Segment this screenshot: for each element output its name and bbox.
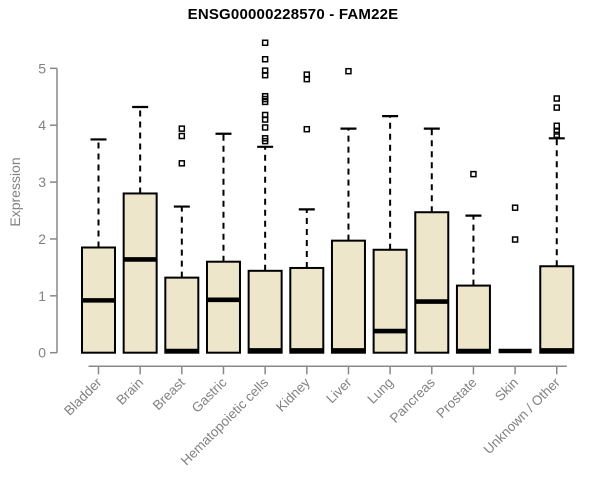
y-tick-label: 5 — [38, 60, 46, 76]
x-tick-label: Bladder — [61, 374, 105, 418]
x-tick-label: Skin — [492, 375, 521, 404]
box-rect — [164, 276, 200, 354]
outlier-point — [178, 132, 186, 140]
box-group — [122, 105, 158, 354]
x-tick-label: Liver — [323, 374, 355, 406]
outlier-point — [261, 39, 269, 47]
outlier-point — [470, 170, 477, 178]
box-group — [81, 138, 116, 354]
box-group — [498, 204, 532, 354]
box-rect — [455, 284, 491, 354]
x-tick-label: Gastric — [189, 375, 230, 416]
outlier-point — [511, 236, 519, 243]
y-tick-label: 0 — [38, 345, 46, 361]
box-group — [455, 170, 491, 354]
box-group — [330, 67, 366, 354]
chart-title: ENSG00000228570 - FAM22E — [187, 6, 399, 23]
outlier-point — [511, 204, 519, 211]
y-tick-label: 3 — [38, 174, 46, 190]
outlier-point — [553, 122, 561, 130]
outlier-point — [303, 125, 311, 133]
outlier-point — [261, 56, 269, 63]
box-group — [205, 132, 241, 354]
box-rect — [247, 269, 283, 354]
y-tick-label: 4 — [38, 117, 46, 133]
outlier-point — [261, 135, 269, 142]
y-tick-label: 2 — [38, 231, 46, 247]
y-axis-label: Expression — [7, 157, 23, 226]
box-group — [372, 115, 408, 354]
box-rect — [372, 248, 408, 354]
box-rect — [122, 192, 158, 354]
box-rect — [289, 266, 325, 354]
outlier-point — [303, 71, 311, 78]
outlier-point — [261, 67, 269, 74]
box-plots — [81, 39, 575, 354]
outlier-point — [178, 160, 186, 167]
x-tick-label: Pancreas — [387, 375, 438, 426]
box-rect — [414, 211, 450, 354]
x-tick-label: Kidney — [273, 375, 313, 415]
outlier-point — [553, 128, 561, 135]
box-rect — [330, 239, 366, 354]
box-group — [539, 95, 575, 354]
x-tick-label: Lung — [364, 375, 396, 407]
box-group — [414, 127, 450, 354]
outlier-point — [553, 131, 561, 139]
outlier-point — [553, 104, 561, 111]
outlier-point — [553, 95, 561, 102]
outlier-point — [261, 92, 269, 100]
y-tick-label: 1 — [38, 288, 46, 304]
outlier-point — [261, 124, 269, 131]
x-tick-label: Breast — [150, 375, 188, 413]
box-group — [164, 125, 200, 354]
outlier-point — [345, 67, 352, 75]
box-rect — [205, 260, 241, 354]
box-group — [247, 39, 283, 354]
box-rect — [539, 265, 575, 354]
box-group — [289, 71, 325, 354]
x-tick-label: Unknown / Other — [481, 374, 564, 457]
outlier-point — [178, 125, 186, 132]
x-tick-label: Prostate — [433, 375, 479, 421]
x-tick-label: Brain — [113, 375, 146, 408]
outlier-point — [261, 111, 269, 119]
